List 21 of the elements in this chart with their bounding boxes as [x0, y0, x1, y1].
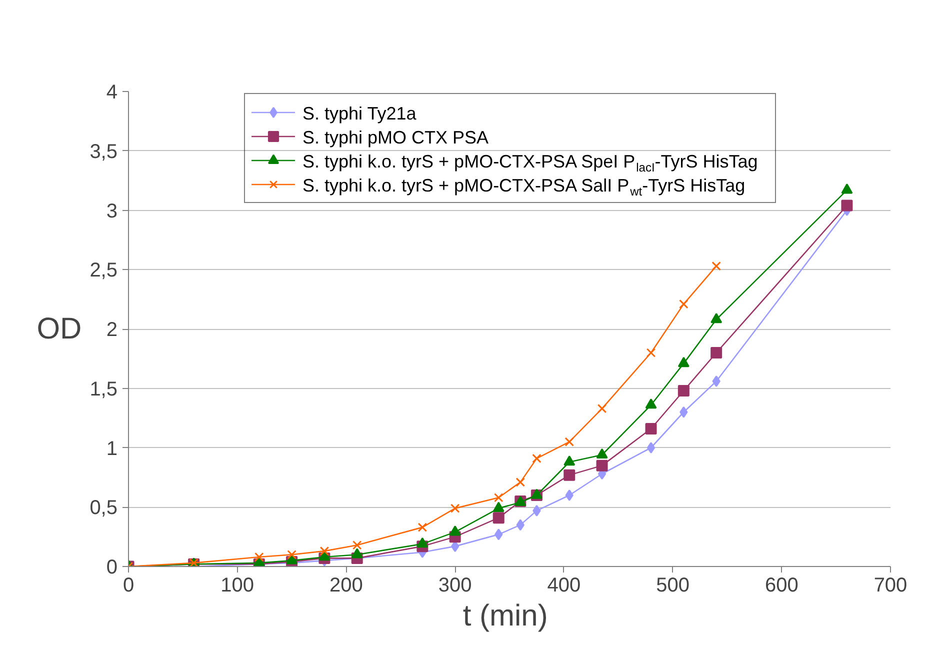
y-tick-label: 2,5 [90, 260, 118, 282]
y-tick-label: 3,5 [90, 140, 118, 163]
y-tick-label: 2 [106, 319, 118, 341]
y-tick-label: 0,5 [90, 497, 118, 520]
y-tick-label: 0 [106, 556, 118, 578]
y-axis-title: OD [36, 312, 82, 346]
y-tick-label: 4 [106, 82, 118, 104]
x-axis-title: t (min) [462, 600, 548, 632]
x-tick-label: 100 [220, 574, 254, 596]
y-tick-label: 1,5 [90, 378, 118, 400]
x-tick-label: 600 [764, 574, 798, 596]
y-tick-label: 3 [106, 200, 118, 222]
y-tick-label: 1 [106, 438, 118, 460]
x-tick-label: 700 [874, 574, 908, 596]
x-tick-label: 400 [547, 574, 581, 596]
legend-label: S. typhi Ty21a [302, 104, 418, 124]
x-tick-label: 500 [656, 574, 690, 596]
x-tick-label: 300 [438, 574, 472, 596]
legend-label: S. typhi pMO CTX PSA [302, 128, 489, 148]
x-tick-label: 200 [330, 574, 363, 596]
x-tick-label: 0 [122, 574, 134, 596]
